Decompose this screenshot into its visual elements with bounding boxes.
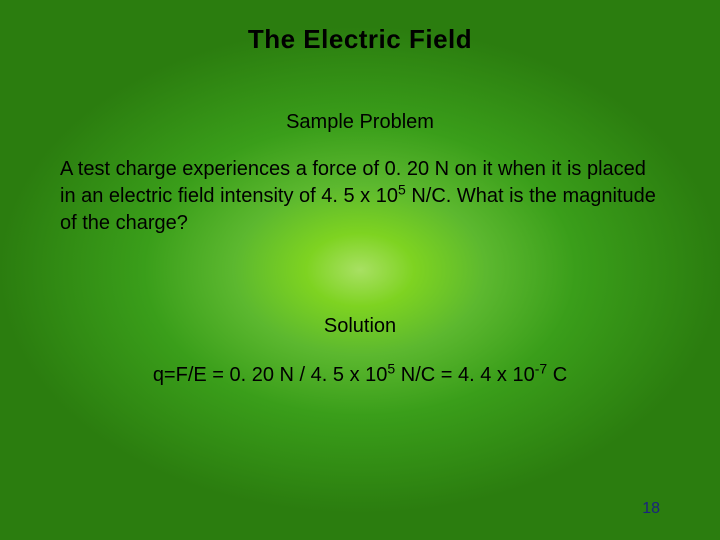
page-number: 18 [642,500,660,518]
problem-exponent: 5 [398,181,406,197]
solution-eq-exponent2: -7 [535,360,547,376]
solution-eq-part2: N/C = 4. 4 x 10 [395,364,535,386]
solution-eq-part3: C [547,364,567,386]
slide-title: The Electric Field [0,0,720,55]
slide: The Electric Field Sample Problem A test… [0,0,720,540]
solution-equation: q=F/E = 0. 20 N / 4. 5 x 105 N/C = 4. 4 … [0,364,720,387]
sample-problem-label: Sample Problem [0,111,720,134]
solution-eq-part1: q=F/E = 0. 20 N / 4. 5 x 10 [153,364,388,386]
solution-label: Solution [0,315,720,338]
problem-statement: A test charge experiences a force of 0. … [60,156,660,237]
